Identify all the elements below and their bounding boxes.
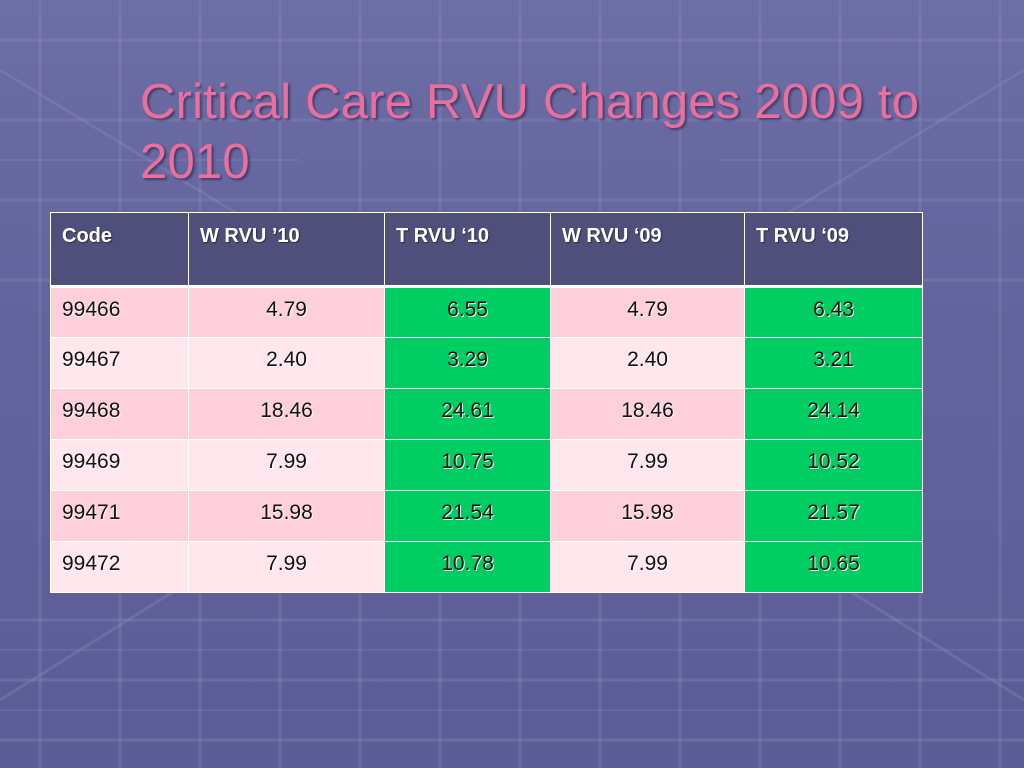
w-rvu-09-cell: 2.40 [550, 337, 745, 389]
w-rvu-10-cell: 18.46 [188, 388, 385, 440]
w-rvu-09-cell: 15.98 [550, 490, 745, 542]
w-rvu-09-cell: 7.99 [550, 541, 745, 593]
t-rvu-09-cell: 6.43 [744, 286, 923, 338]
t-rvu-10-cell: 21.54 [384, 490, 551, 542]
table-row: 99469 7.99 10.75 7.99 10.52 [50, 439, 923, 491]
rvu-table: Code W RVU ’10 T RVU ‘10 W RVU ‘09 T RVU… [50, 212, 923, 593]
t-rvu-10-cell: 6.55 [384, 286, 551, 338]
w-rvu-09-cell: 18.46 [550, 388, 745, 440]
w-rvu-10-cell: 7.99 [188, 439, 385, 491]
t-rvu-10-cell: 3.29 [384, 337, 551, 389]
table-row: 99468 18.46 24.61 18.46 24.14 [50, 388, 923, 440]
table-row: 99467 2.40 3.29 2.40 3.21 [50, 337, 923, 389]
t-rvu-10-cell: 10.75 [384, 439, 551, 491]
t-rvu-09-cell: 10.52 [744, 439, 923, 491]
header-w-rvu-10: W RVU ’10 [188, 212, 385, 287]
w-rvu-10-cell: 7.99 [188, 541, 385, 593]
t-rvu-10-cell: 10.78 [384, 541, 551, 593]
code-cell: 99471 [50, 490, 189, 542]
code-cell: 99469 [50, 439, 189, 491]
table-row: 99472 7.99 10.78 7.99 10.65 [50, 541, 923, 593]
slide-title: Critical Care RVU Changes 2009 to 2010 [140, 75, 920, 189]
header-t-rvu-10: T RVU ‘10 [384, 212, 551, 287]
w-rvu-10-cell: 15.98 [188, 490, 385, 542]
w-rvu-09-cell: 4.79 [550, 286, 745, 338]
w-rvu-09-cell: 7.99 [550, 439, 745, 491]
code-cell: 99472 [50, 541, 189, 593]
w-rvu-10-cell: 4.79 [188, 286, 385, 338]
w-rvu-10-cell: 2.40 [188, 337, 385, 389]
code-cell: 99466 [50, 286, 189, 338]
table-row: 99466 4.79 6.55 4.79 6.43 [50, 286, 923, 338]
code-cell: 99468 [50, 388, 189, 440]
t-rvu-09-cell: 10.65 [744, 541, 923, 593]
t-rvu-09-cell: 24.14 [744, 388, 923, 440]
t-rvu-10-cell: 24.61 [384, 388, 551, 440]
code-cell: 99467 [50, 337, 189, 389]
t-rvu-09-cell: 3.21 [744, 337, 923, 389]
table-header-row: Code W RVU ’10 T RVU ‘10 W RVU ‘09 T RVU… [50, 212, 923, 287]
header-t-rvu-09: T RVU ‘09 [744, 212, 923, 287]
table-row: 99471 15.98 21.54 15.98 21.57 [50, 490, 923, 542]
header-w-rvu-09: W RVU ‘09 [550, 212, 745, 287]
t-rvu-09-cell: 21.57 [744, 490, 923, 542]
header-code: Code [50, 212, 189, 287]
